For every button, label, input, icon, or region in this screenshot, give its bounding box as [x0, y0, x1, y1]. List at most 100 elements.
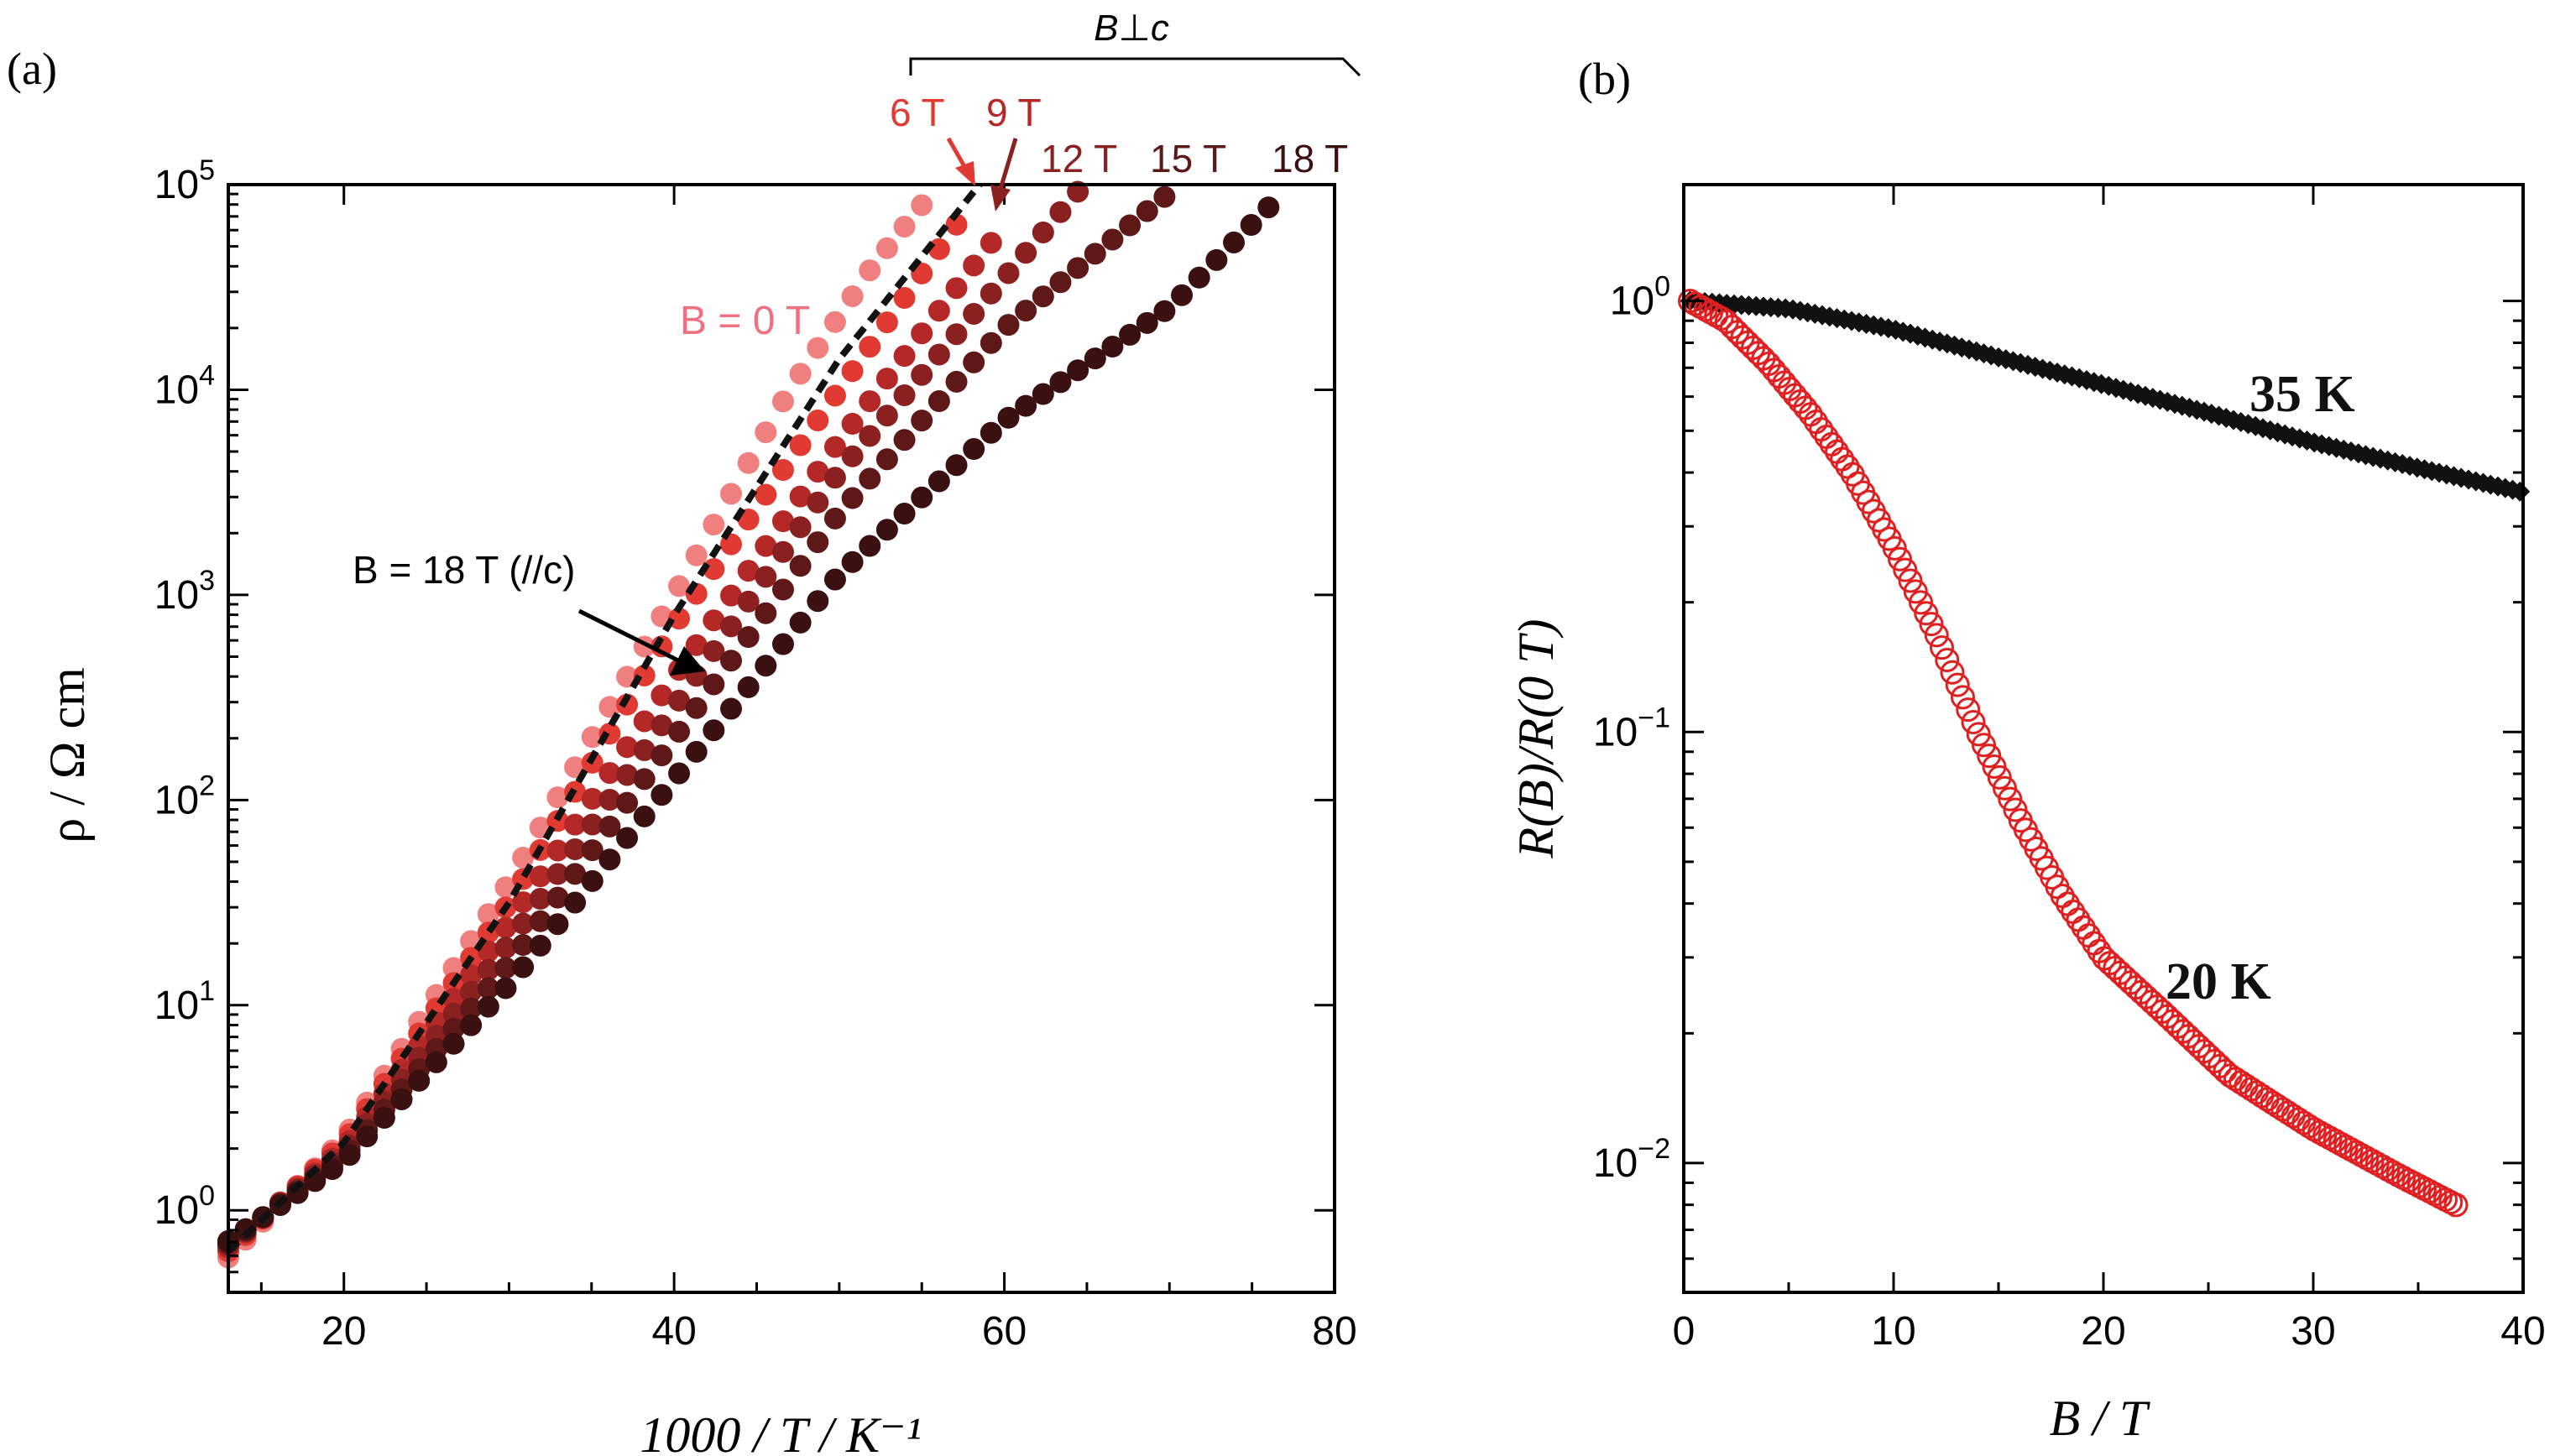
- data-point: [980, 232, 1002, 254]
- series-label-18t: 18 T: [1272, 137, 1348, 180]
- data-point: [581, 813, 603, 836]
- data-point: [980, 331, 1002, 354]
- y-tick-label: 10−2: [1593, 1133, 1670, 1186]
- x-tick-label: 10: [1871, 1309, 1915, 1354]
- data-point: [823, 467, 846, 489]
- data-point: [477, 958, 499, 981]
- data-point: [737, 676, 760, 698]
- data-point: [546, 786, 569, 809]
- data-point: [408, 1069, 431, 1092]
- data-point: [546, 810, 569, 832]
- data-point: [651, 744, 673, 767]
- data-point: [338, 1144, 361, 1166]
- data-point: [685, 697, 708, 719]
- data-point: [460, 1014, 483, 1036]
- data-point: [875, 311, 898, 334]
- panel-a-x-axis-label: 1000 / T / K⁻¹: [640, 1407, 921, 1456]
- series-label-35k: 35 K: [2249, 366, 2355, 423]
- data-point: [823, 507, 846, 530]
- data-point: [737, 626, 760, 648]
- data-point: [564, 863, 587, 885]
- data-point: [598, 848, 621, 871]
- data-point: [997, 314, 1020, 337]
- data-point: [2077, 923, 2101, 948]
- data-point: [529, 865, 551, 888]
- annotation-arrow-line: [577, 608, 682, 664]
- data-point: [893, 429, 916, 451]
- dashed-line-18t-parallel-c: [226, 182, 983, 1255]
- x-tick-label: 0: [1673, 1309, 1695, 1354]
- data-point: [529, 934, 551, 957]
- data-point: [771, 459, 794, 482]
- data-point: [807, 337, 829, 359]
- data-point: [651, 714, 673, 737]
- data-point: [581, 869, 603, 892]
- data-point: [841, 360, 864, 383]
- data-point: [1067, 257, 1089, 279]
- data-point: [771, 578, 794, 601]
- data-point: [755, 483, 777, 506]
- panel-b-ticks: 0 10 20 30 40 100 10−1 10−2: [1593, 185, 2546, 1354]
- panel-b: (b) 0 10 20 30 40 100 10−1 10−2 R(B)/R(0 T) B /…: [1508, 54, 2546, 1446]
- series-label-9t: 9 T: [986, 91, 1042, 134]
- data-point: [841, 445, 864, 467]
- x-tick-label: 20: [2081, 1309, 2125, 1354]
- data-point: [598, 815, 621, 838]
- data-point: [1930, 635, 1954, 660]
- data-point: [633, 738, 656, 761]
- annotation-b-18t-parallel: B = 18 T (//c): [353, 548, 575, 592]
- data-point: [1935, 647, 1960, 672]
- data-point: [893, 345, 916, 368]
- data-point: [460, 980, 483, 1003]
- panel-a-series-group: [217, 180, 1280, 1269]
- data-point: [893, 384, 916, 406]
- data-point: [598, 762, 621, 785]
- data-point: [1819, 431, 1844, 457]
- data-point: [685, 740, 708, 763]
- data-point: [494, 977, 517, 999]
- data-point: [1101, 228, 1124, 251]
- data-point: [875, 519, 898, 541]
- y-tick-label: 101: [154, 975, 215, 1028]
- data-point: [980, 421, 1002, 444]
- data-point: [1924, 623, 1949, 648]
- series-label-12t: 12 T: [1041, 137, 1117, 180]
- data-point: [1049, 201, 1072, 223]
- data-point: [1032, 285, 1054, 308]
- data-point: [529, 888, 551, 911]
- data-point: [546, 886, 569, 909]
- data-point: [616, 827, 639, 849]
- arrow-9t-head: [990, 185, 1011, 211]
- data-point: [875, 448, 898, 471]
- data-point: [564, 838, 587, 860]
- data-point: [1067, 359, 1089, 382]
- data-point: [685, 544, 708, 566]
- data-point: [668, 762, 691, 785]
- data-point: [460, 997, 483, 1020]
- data-point: [616, 736, 639, 759]
- data-point: [460, 963, 483, 986]
- panel-a-ticks: 20 40 60 80 100 101 102 103 104 105: [154, 154, 1357, 1354]
- data-point: [373, 1107, 395, 1130]
- data-point: [633, 768, 656, 791]
- data-point: [703, 514, 725, 536]
- data-point: [685, 634, 708, 656]
- data-point: [859, 336, 881, 358]
- data-point: [1049, 371, 1072, 394]
- data-point: [651, 684, 673, 707]
- data-point: [720, 697, 743, 720]
- data-point: [1961, 709, 1986, 734]
- data-point: [1049, 271, 1072, 294]
- data-point: [963, 302, 985, 325]
- annotation-arrow-head: [670, 646, 705, 676]
- data-point: [875, 368, 898, 390]
- data-point: [564, 891, 587, 914]
- data-point: [997, 406, 1020, 429]
- data-point: [616, 764, 639, 786]
- data-point: [1956, 697, 1981, 723]
- data-point: [616, 693, 639, 716]
- data-point: [841, 413, 864, 436]
- data-point: [737, 560, 760, 582]
- data-point: [668, 608, 691, 630]
- data-point: [1966, 722, 1991, 747]
